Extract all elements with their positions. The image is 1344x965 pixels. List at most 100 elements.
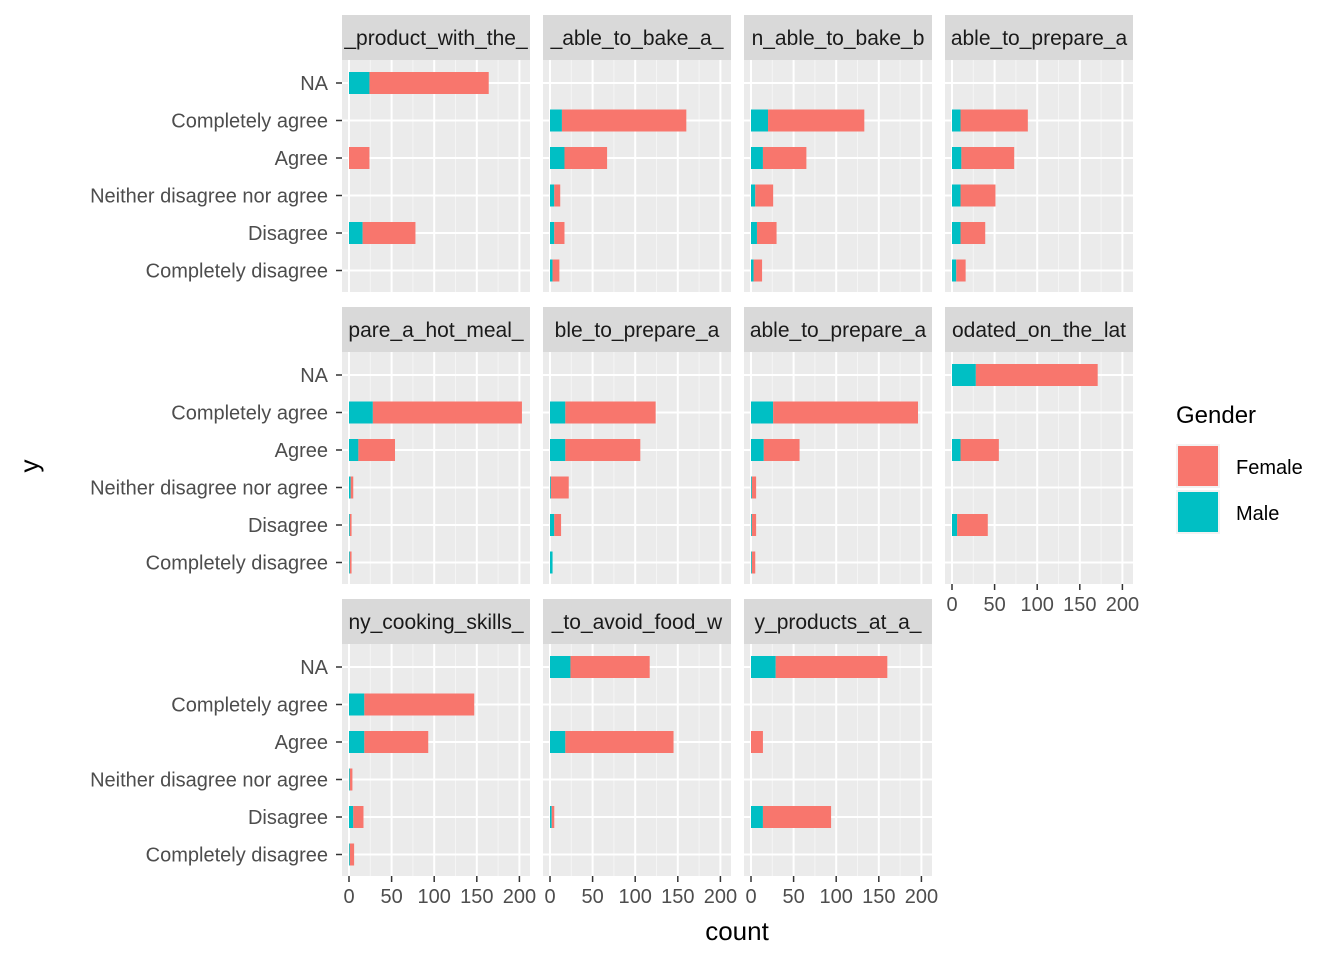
y-tick-label: Neither disagree nor agree bbox=[90, 770, 328, 792]
bar-female-agree bbox=[762, 147, 807, 169]
facet-panel-1: _product_with_the_ NA Completely agree Agre… bbox=[90, 15, 530, 292]
y-tick-label: Disagree bbox=[248, 223, 328, 245]
bar-female-neither-disagree-nor-agree bbox=[960, 184, 996, 207]
legend-title: Gender bbox=[1176, 402, 1256, 429]
x-tick-label: 150 bbox=[1063, 594, 1096, 616]
bar-female-disagree bbox=[349, 514, 352, 536]
y-tick-label: Agree bbox=[275, 148, 328, 170]
bar-male-neither-disagree-nor-agree bbox=[751, 476, 752, 499]
bar-male-na bbox=[550, 656, 571, 678]
facet-strip-label: _able_to_bake_a_ bbox=[550, 27, 724, 50]
facet-panel-3: n_able_to_bake_b bbox=[744, 15, 932, 292]
x-tick-label: 0 bbox=[343, 886, 354, 908]
facet-strip bbox=[342, 599, 530, 644]
facet-strip bbox=[744, 307, 932, 352]
bar-male-completely-agree bbox=[952, 109, 961, 132]
y-tick-label: Completely disagree bbox=[146, 845, 328, 867]
panel-background bbox=[543, 644, 731, 876]
facet-strip bbox=[342, 15, 530, 60]
bar-female-completely-disagree bbox=[552, 259, 560, 282]
bar-male-disagree bbox=[349, 222, 363, 244]
facet-strip-label: odated_on_the_lat bbox=[952, 319, 1126, 342]
y-tick-label: NA bbox=[300, 657, 328, 679]
bar-male-agree bbox=[952, 147, 962, 169]
bar-male-neither-disagree-nor-agree bbox=[952, 184, 961, 207]
facet-panel-10: _to_avoid_food_w 0 50 100 150 200 bbox=[543, 599, 737, 908]
bar-male-neither-disagree-nor-agree bbox=[550, 184, 555, 207]
bar-female-disagree bbox=[957, 514, 988, 536]
legend-key-male bbox=[1178, 492, 1218, 532]
panel-background bbox=[744, 644, 932, 876]
bar-female-disagree bbox=[960, 222, 986, 244]
bar-female-completely-disagree bbox=[753, 259, 763, 282]
bar-male-completely-disagree bbox=[550, 551, 553, 574]
bar-male-disagree bbox=[349, 514, 350, 536]
facet-strip bbox=[744, 15, 932, 60]
bar-female-neither-disagree-nor-agree bbox=[755, 184, 774, 207]
bar-male-completely-disagree bbox=[952, 259, 957, 282]
panel-background bbox=[543, 352, 731, 584]
bar-female-agree bbox=[961, 147, 1015, 169]
bar-female-agree bbox=[565, 731, 674, 753]
bar-male-completely-disagree bbox=[751, 259, 754, 282]
bar-male-na bbox=[349, 72, 370, 94]
bar-female-disagree bbox=[762, 806, 832, 828]
bar-male-completely-agree bbox=[349, 693, 365, 716]
facet-strip bbox=[945, 15, 1133, 60]
bar-female-completely-disagree bbox=[956, 259, 966, 282]
bar-male-agree bbox=[751, 147, 763, 169]
bar-male-completely-agree bbox=[349, 401, 373, 424]
y-tick-label: Completely disagree bbox=[146, 553, 328, 575]
bar-female-completely-agree bbox=[773, 401, 918, 424]
bar-male-disagree bbox=[751, 222, 757, 244]
bar-male-disagree bbox=[751, 514, 752, 536]
facet-panel-11: y_products_at_a_ 0 50 100 150 200 bbox=[744, 599, 938, 908]
bar-male-agree bbox=[349, 731, 365, 753]
panel-background bbox=[342, 352, 530, 584]
bar-female-neither-disagree-nor-agree bbox=[554, 184, 561, 207]
bar-female-agree bbox=[358, 439, 396, 461]
x-tick-label: 50 bbox=[380, 886, 402, 908]
facet-strip-label: n_able_to_bake_b bbox=[752, 27, 925, 50]
panel-background bbox=[543, 60, 731, 292]
bar-male-neither-disagree-nor-agree bbox=[550, 476, 551, 499]
bar-female-completely-agree bbox=[960, 109, 1028, 132]
facet-strip-label: able_to_prepare_a bbox=[951, 27, 1128, 50]
x-axis-title: count bbox=[705, 916, 769, 946]
bar-male-disagree bbox=[550, 222, 555, 244]
x-tick-label: 200 bbox=[503, 886, 536, 908]
bar-female-completely-agree bbox=[561, 109, 687, 132]
facet-strip bbox=[543, 15, 731, 60]
bar-female-completely-agree bbox=[565, 401, 656, 424]
facet-strip bbox=[744, 599, 932, 644]
x-tick-label: 50 bbox=[983, 594, 1005, 616]
bar-male-completely-disagree bbox=[751, 551, 752, 574]
panel-background bbox=[744, 60, 932, 292]
x-tick-label: 0 bbox=[544, 886, 555, 908]
panel-background bbox=[945, 352, 1133, 584]
y-tick-label: Neither disagree nor agree bbox=[90, 186, 328, 208]
bar-male-neither-disagree-nor-agree bbox=[349, 768, 350, 791]
bar-male-agree bbox=[550, 439, 566, 461]
bar-male-agree bbox=[952, 439, 961, 461]
facet-strip-label: ny_cooking_skills_ bbox=[348, 611, 523, 634]
bar-female-completely-agree bbox=[364, 693, 475, 716]
y-tick-label: Completely disagree bbox=[146, 261, 328, 283]
y-tick-label: Disagree bbox=[248, 807, 328, 829]
bar-male-disagree bbox=[550, 514, 555, 536]
x-tick-label: 150 bbox=[862, 886, 895, 908]
facet-strip bbox=[945, 307, 1133, 352]
bar-female-disagree bbox=[551, 806, 555, 828]
x-tick-label: 50 bbox=[782, 886, 804, 908]
bar-female-disagree bbox=[554, 222, 565, 244]
y-tick-label: Completely agree bbox=[171, 111, 328, 133]
legend-key-female bbox=[1178, 446, 1218, 486]
facet-strip-label: y_products_at_a_ bbox=[755, 611, 922, 634]
bar-female-completely-disagree bbox=[349, 843, 355, 866]
x-tick-label: 100 bbox=[820, 886, 853, 908]
bar-male-completely-agree bbox=[550, 109, 562, 132]
bar-male-completely-agree bbox=[751, 401, 774, 424]
bar-male-disagree bbox=[751, 806, 763, 828]
bar-female-agree bbox=[564, 147, 608, 169]
